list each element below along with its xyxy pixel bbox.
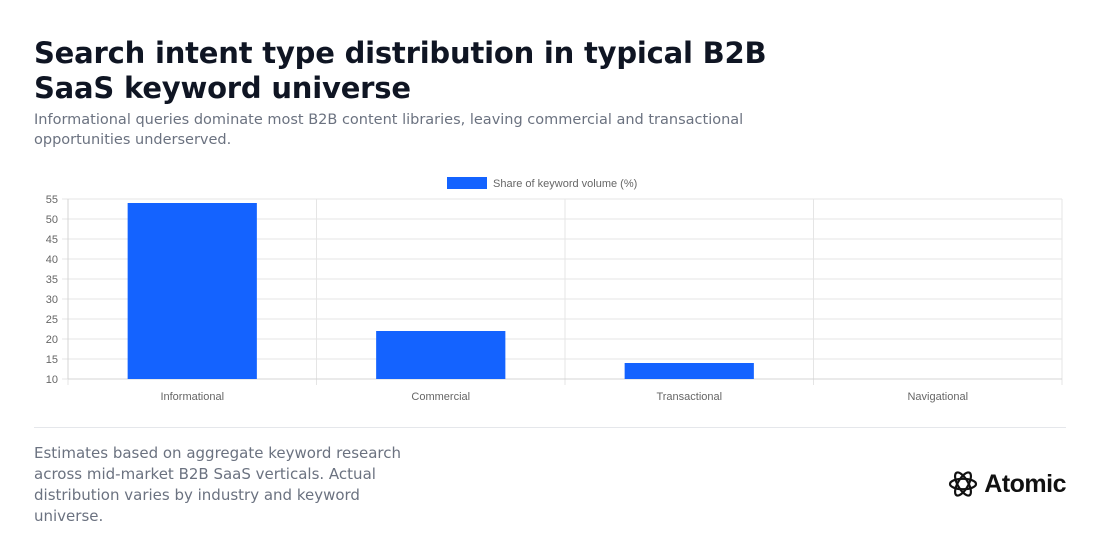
y-tick-label: 30: [46, 294, 58, 306]
y-tick-label: 40: [46, 254, 58, 266]
brand-name: Atomic: [984, 469, 1066, 498]
footnote: Estimates based on aggregate keyword res…: [34, 444, 402, 525]
legend-label: Share of keyword volume (%): [493, 178, 637, 190]
chart-legend[interactable]: Share of keyword volume (%): [447, 177, 637, 190]
page-title: Search intent type distribution in typic…: [34, 36, 767, 105]
bar-chart: Share of keyword volume (%) 10 15 20 25 30 35…: [0, 165, 1100, 415]
bar-informational: [127, 203, 257, 379]
atom-icon: [949, 471, 978, 497]
bar-commercial: [376, 331, 506, 379]
y-tick-label: 55: [46, 194, 58, 206]
y-axis: 10 15 20 25 30 35 40 45 50 55: [46, 194, 69, 386]
x-tick-label: Navigational: [907, 391, 968, 403]
bar-transactional: [624, 363, 754, 379]
y-tick-label: 50: [46, 214, 58, 226]
y-tick-label: 10: [46, 374, 58, 386]
page-subtitle: Informational queries dominate most B2B …: [34, 112, 744, 148]
x-tick-label: Commercial: [411, 391, 470, 403]
y-tick-label: 20: [46, 334, 58, 346]
y-tick-label: 35: [46, 274, 58, 286]
footer-divider: [34, 427, 1066, 428]
brand-logo: Atomic: [948, 467, 1066, 501]
x-tick-label: Informational: [160, 391, 224, 403]
y-tick-label: 45: [46, 234, 58, 246]
chart-bars: [127, 203, 754, 379]
chart-svg: Share of keyword volume (%) 10 15 20 25 30 35…: [46, 177, 1063, 403]
y-tick-label: 15: [46, 354, 58, 366]
y-tick-label: 25: [46, 314, 58, 326]
x-tick-label: Transactional: [656, 391, 722, 403]
legend-swatch: [447, 177, 487, 189]
